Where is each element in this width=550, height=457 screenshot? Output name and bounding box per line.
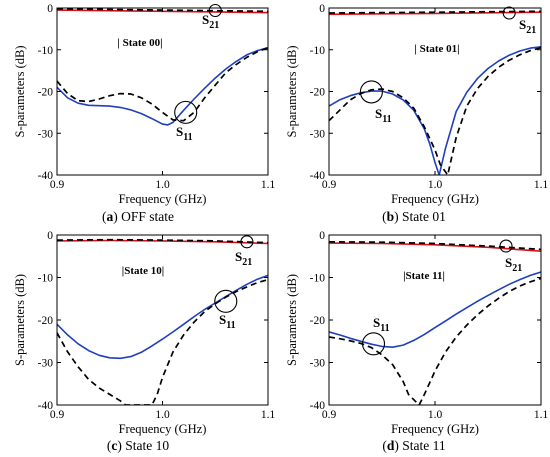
x-tick-label: 1.1 — [534, 179, 549, 191]
series-line-measured-s11 — [57, 46, 268, 126]
x-axis-label: Frequency (GHz) — [391, 422, 479, 436]
y-tick-label: -40 — [310, 170, 326, 182]
marker-circle-s21 — [499, 239, 513, 253]
series-line-simulated-s21 — [57, 238, 268, 244]
state-label: |State 10| — [122, 265, 164, 277]
y-tick-label: -30 — [310, 358, 326, 370]
y-tick-label: 0 — [319, 3, 325, 15]
series-line-simulated-s11 — [329, 277, 541, 405]
marker-circle-s11 — [359, 80, 383, 104]
chart-panel-a: 0 -10 -20 -30 -400.9 1.0 1.1 Frequency (GHz) S-p… — [13, 3, 275, 224]
y-tick-label: -30 — [38, 128, 54, 140]
x-tick-label: 0.9 — [50, 409, 65, 421]
series-line-simulated-s21 — [329, 10, 541, 14]
y-tick-label: -40 — [38, 170, 54, 182]
y-tick-label: 0 — [47, 3, 53, 15]
marker-label-s21: S21 — [235, 249, 252, 268]
x-tick-label: 1.0 — [428, 179, 443, 191]
x-tick-label: 1.1 — [261, 409, 276, 421]
chart-panel-d: 0 -10 -20 -30 -400.9 1.0 1.1 Frequency (GHz) S-p… — [285, 230, 548, 453]
y-axis-label: S-parameters (dB) — [285, 46, 299, 138]
marker-label-s11: S11 — [219, 312, 236, 331]
y-axis-label: S-parameters (dB) — [13, 46, 27, 138]
x-tick-label: 0.9 — [322, 179, 337, 191]
chart-panel-c: 0 -10 -20 -30 -400.9 1.0 1.1 Frequency (GHz) S-p… — [13, 230, 275, 453]
y-axis-label: S-parameters (dB) — [13, 274, 27, 366]
x-tick-label: 0.9 — [322, 409, 337, 421]
series-line-measured-s21 — [329, 11, 541, 16]
x-tick-label: 0.9 — [50, 179, 65, 191]
y-tick-label: -10 — [310, 273, 326, 285]
series-line-measured-s11 — [57, 274, 268, 360]
panel-caption: (c) State 10 — [107, 438, 169, 453]
marker-circle-s21 — [502, 6, 516, 20]
y-tick-label: -40 — [38, 400, 54, 412]
y-axis-label: S-parameters (dB) — [285, 274, 299, 366]
marker-label-s11: S11 — [375, 106, 392, 125]
series-line-simulated-s11 — [57, 46, 268, 122]
y-tick-label: -40 — [310, 400, 326, 412]
plot-area — [329, 240, 541, 405]
x-axis-label: Frequency (GHz) — [119, 422, 207, 436]
plot-area — [329, 10, 541, 175]
y-tick-label: 0 — [47, 230, 53, 242]
y-tick-label: -20 — [310, 315, 326, 327]
x-tick-label: 1.1 — [534, 409, 549, 421]
y-tick-label: -30 — [310, 128, 326, 140]
marker-circle-s21 — [240, 235, 254, 249]
x-axis-label: Frequency (GHz) — [119, 192, 207, 206]
state-label: | State 01| — [414, 43, 459, 55]
marker-label-s21: S21 — [519, 17, 536, 36]
marker-circle-s11 — [174, 100, 198, 124]
x-tick-label: 1.0 — [155, 409, 170, 421]
series-line-simulated-s21 — [329, 240, 541, 251]
series-line-measured-s21 — [329, 242, 541, 252]
y-tick-label: -10 — [38, 273, 54, 285]
marker-label-s11: S11 — [176, 124, 193, 143]
x-tick-label: 1.0 — [428, 409, 443, 421]
marker-label-s21: S21 — [202, 12, 219, 31]
series-line-simulated-s11 — [329, 46, 541, 175]
y-tick-label: 0 — [319, 230, 325, 242]
plot-area — [57, 8, 268, 126]
marker-circle-s21 — [208, 3, 222, 18]
y-tick-label: -20 — [38, 315, 54, 327]
state-label: |State 11| — [403, 270, 445, 282]
y-tick-label: -20 — [38, 87, 54, 99]
y-tick-label: -10 — [38, 45, 54, 57]
panel-caption: (a) OFF state — [102, 209, 174, 224]
marker-label-s11: S11 — [373, 315, 390, 334]
panel-caption: (d) State 11 — [382, 438, 445, 453]
y-tick-label: -20 — [310, 87, 326, 99]
series-line-measured-s11 — [329, 271, 541, 349]
state-label: | State 00| — [117, 37, 162, 49]
marker-circle-s11 — [214, 289, 238, 313]
y-tick-label: -30 — [38, 358, 54, 370]
y-tick-label: -10 — [310, 45, 326, 57]
marker-circle-s11 — [361, 332, 386, 356]
series-line-measured-s11 — [329, 46, 541, 175]
x-tick-label: 1.1 — [261, 179, 276, 191]
x-tick-label: 1.0 — [155, 179, 170, 191]
panel-caption: (b) State 01 — [382, 209, 446, 224]
chart-panel-b: 0 -10 -20 -30 -400.9 1.0 1.1 Frequency (GHz) S-p… — [285, 3, 548, 224]
plot-frame — [56, 7, 269, 176]
x-axis-label: Frequency (GHz) — [391, 192, 479, 206]
marker-label-s21: S21 — [505, 255, 522, 274]
